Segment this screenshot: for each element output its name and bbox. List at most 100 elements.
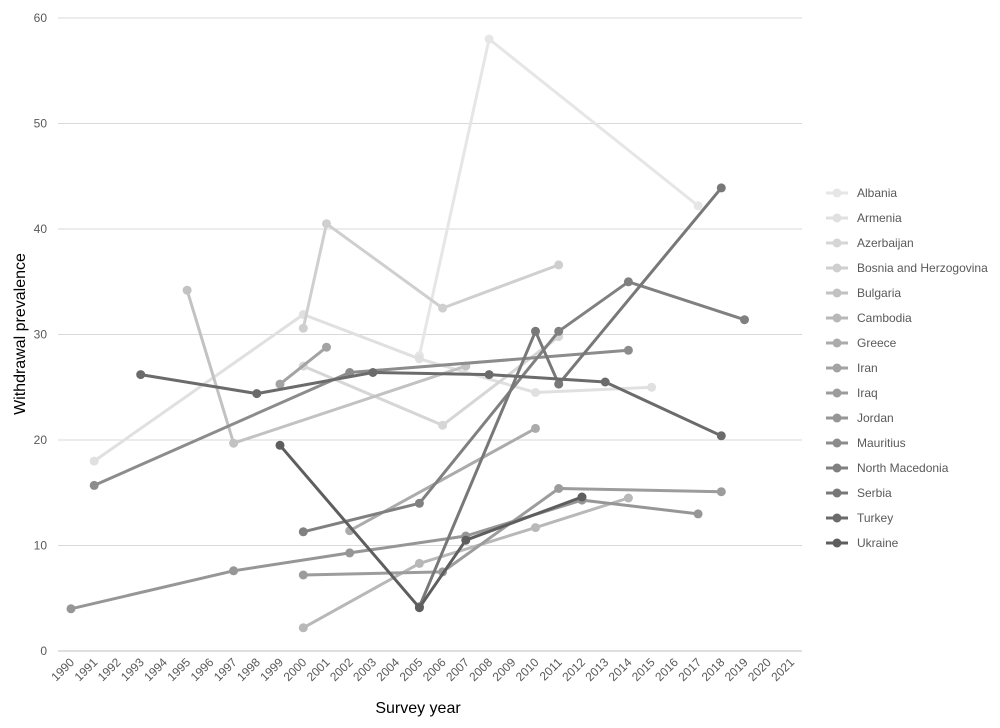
data-point xyxy=(623,345,633,355)
series-north-macedonia xyxy=(298,277,749,537)
x-tick-label: 2004 xyxy=(374,655,403,684)
legend-swatch-marker xyxy=(832,463,842,473)
data-point xyxy=(322,342,331,352)
data-point xyxy=(414,603,424,613)
data-point xyxy=(182,285,192,295)
legend-swatch-marker xyxy=(832,388,842,398)
data-point xyxy=(298,527,308,537)
x-tick-label: 1993 xyxy=(118,655,147,684)
data-point xyxy=(298,623,308,633)
y-tick-label: 40 xyxy=(34,222,48,236)
x-tick-label: 2000 xyxy=(281,655,310,684)
legend-label: Jordan xyxy=(857,411,894,425)
data-point xyxy=(716,431,726,441)
series-line xyxy=(301,496,630,630)
series-line xyxy=(139,371,723,438)
x-axis-title: Survey year xyxy=(375,700,461,717)
series-turkey xyxy=(136,368,726,441)
legend-item: Turkey xyxy=(826,511,893,525)
data-point xyxy=(554,379,564,389)
legend-item: Armenia xyxy=(826,211,902,225)
data-point xyxy=(275,379,285,389)
x-tick-label: 2006 xyxy=(420,655,449,684)
series-line xyxy=(92,348,630,487)
y-tick-label: 30 xyxy=(34,328,48,342)
x-tick-label: 2020 xyxy=(745,655,774,684)
data-point xyxy=(298,570,308,580)
y-tick-label: 0 xyxy=(40,644,47,658)
data-point xyxy=(531,523,540,533)
x-tick-label: 2015 xyxy=(629,655,658,684)
legend-swatch-marker xyxy=(832,338,842,348)
x-tick-label: 2002 xyxy=(327,655,356,684)
data-point xyxy=(89,456,99,466)
x-tick-label: 1996 xyxy=(188,655,217,684)
x-tick-label: 2010 xyxy=(513,655,542,684)
series-line xyxy=(278,345,328,386)
data-point xyxy=(693,201,703,211)
legend-label: Armenia xyxy=(857,211,902,225)
data-point xyxy=(368,368,378,377)
legend-label: Bulgaria xyxy=(857,286,901,300)
series-azerbaijan xyxy=(298,332,564,430)
x-tick-label: 2008 xyxy=(466,655,495,684)
gridlines xyxy=(58,17,802,652)
legend-label: Albania xyxy=(857,186,897,200)
data-point xyxy=(554,326,564,336)
data-point xyxy=(89,480,99,490)
x-tick-label: 1992 xyxy=(95,655,124,684)
series-line xyxy=(301,222,561,330)
data-point xyxy=(66,604,76,614)
legend-swatch-marker xyxy=(832,438,842,448)
series-bosnia-and-herzogovina xyxy=(298,219,564,333)
x-tick-label: 2001 xyxy=(304,655,333,684)
legend-item: Jordan xyxy=(826,411,894,425)
legend-swatch-marker xyxy=(832,513,842,523)
data-point xyxy=(229,438,239,448)
data-point xyxy=(554,260,564,270)
x-tick-label: 2012 xyxy=(559,655,588,684)
legend-label: Cambodia xyxy=(857,311,912,325)
data-point xyxy=(577,492,587,502)
data-point xyxy=(484,370,494,380)
data-point xyxy=(345,548,355,558)
x-axis-ticks: 1990199119921993199419951996199719981999… xyxy=(48,655,797,684)
legend-label: Azerbaijan xyxy=(857,236,914,250)
x-tick-label: 2014 xyxy=(606,655,635,684)
y-tick-label: 60 xyxy=(34,11,48,25)
data-point xyxy=(461,535,471,545)
legend-swatch-marker xyxy=(832,263,842,273)
legend-item: Serbia xyxy=(826,486,892,500)
data-point xyxy=(693,509,703,519)
data-point xyxy=(414,498,424,508)
series-greece xyxy=(345,423,540,536)
x-tick-label: 2018 xyxy=(699,655,728,684)
series-line xyxy=(301,487,723,577)
y-tick-label: 50 xyxy=(34,117,48,131)
data-point xyxy=(623,277,633,287)
x-tick-label: 1991 xyxy=(72,655,101,684)
data-point xyxy=(322,219,331,229)
y-tick-label: 20 xyxy=(34,433,48,447)
x-tick-label: 2007 xyxy=(443,655,472,684)
data-point xyxy=(623,493,633,503)
x-tick-label: 1998 xyxy=(234,655,263,684)
data-point xyxy=(438,420,448,430)
legend-swatch-marker xyxy=(832,213,842,223)
legend-item: Bosnia and Herzogovina xyxy=(826,261,988,275)
data-point xyxy=(484,34,494,44)
series-line xyxy=(417,186,723,609)
y-axis-ticks: 0 10 20 30 40 50 60 xyxy=(34,11,48,658)
series-jordan xyxy=(66,495,703,614)
x-tick-label: 2021 xyxy=(768,655,797,684)
legend-label: Serbia xyxy=(857,486,892,500)
x-tick-label: 2013 xyxy=(583,655,612,684)
data-point xyxy=(531,423,540,433)
data-point xyxy=(229,566,239,576)
series-cambodia xyxy=(298,493,633,633)
legend-item: Cambodia xyxy=(826,311,912,325)
data-point xyxy=(531,388,540,397)
series-line xyxy=(278,443,584,610)
legend-label: Iraq xyxy=(857,386,878,400)
y-axis-title: Withdrawal prevalence xyxy=(12,253,29,415)
